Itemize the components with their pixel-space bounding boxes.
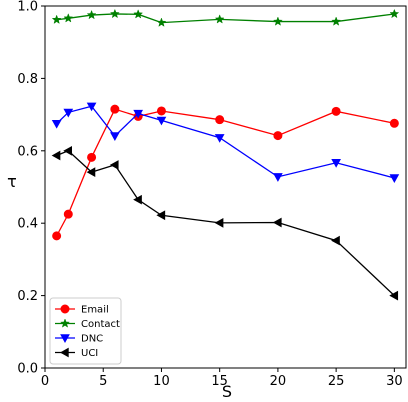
- series-dnc: [51, 102, 400, 183]
- legend-marker-dnc: [60, 334, 70, 344]
- data-point-uci: [389, 290, 399, 301]
- legend-marker-uci: [59, 347, 69, 358]
- data-point-email: [273, 131, 283, 141]
- x-tick-label: 30: [386, 374, 403, 389]
- data-point-uci: [272, 217, 282, 228]
- data-point-uci: [109, 160, 119, 170]
- data-point-dnc: [389, 174, 400, 183]
- series-line-contact: [56, 13, 395, 24]
- data-point-dnc: [214, 134, 225, 143]
- data-point-uci: [156, 210, 166, 221]
- legend-item-dnc: DNC: [55, 334, 103, 345]
- data-point-email: [52, 231, 62, 241]
- legend-item-uci: UCI: [55, 347, 98, 359]
- x-tick-label: 20: [270, 374, 287, 389]
- data-point-dnc: [133, 109, 144, 119]
- legend-label-uci: UCI: [81, 348, 98, 359]
- data-point-contact: [109, 8, 120, 19]
- data-point-dnc: [331, 159, 341, 168]
- x-tick-label: 15: [211, 374, 228, 389]
- x-axis-label: S: [222, 382, 232, 401]
- y-tick-label: 0.2: [17, 289, 38, 304]
- data-point-dnc: [51, 119, 62, 129]
- legend-marker-email: [60, 304, 70, 314]
- data-point-contact: [272, 16, 283, 26]
- data-point-dnc: [156, 116, 167, 126]
- data-point-dnc: [63, 108, 74, 118]
- y-tick-label: 0.8: [17, 72, 38, 87]
- data-point-email: [87, 152, 97, 162]
- y-tick-label: 1.0: [17, 0, 38, 15]
- axes-frame: [44, 5, 407, 369]
- data-point-contact: [389, 8, 400, 19]
- data-point-dnc: [110, 132, 120, 141]
- data-point-contact: [156, 17, 167, 27]
- data-point-email: [215, 115, 225, 125]
- data-point-uci: [63, 145, 72, 156]
- legend-label-email: Email: [81, 305, 109, 316]
- data-point-dnc: [273, 173, 283, 182]
- series-layer: [51, 8, 400, 301]
- data-point-email: [331, 106, 341, 116]
- series-line-email: [56, 108, 395, 237]
- series-contact: [51, 8, 400, 27]
- data-point-uci: [214, 217, 224, 228]
- legend-item-email: Email: [55, 304, 109, 316]
- data-point-contact: [133, 9, 144, 19]
- legend-box: [49, 297, 122, 365]
- data-point-contact: [51, 14, 62, 24]
- data-point-dnc: [86, 102, 97, 112]
- data-point-uci: [51, 150, 61, 161]
- data-point-uci: [86, 167, 96, 178]
- y-tick-label: 0.0: [17, 362, 38, 377]
- series-line-uci: [56, 150, 395, 297]
- legend: Email Contact DNC UCI: [49, 297, 122, 365]
- x-tick-label: 5: [99, 374, 107, 389]
- y-axis-label: τ: [7, 172, 17, 191]
- data-point-uci: [133, 194, 142, 205]
- x-tick-label: 0: [41, 374, 49, 389]
- x-tick-label: 25: [328, 374, 345, 389]
- legend-item-contact: Contact: [55, 318, 120, 330]
- data-point-email: [156, 106, 166, 116]
- data-point-contact: [214, 14, 225, 24]
- y-tick-label: 0.4: [17, 217, 38, 232]
- y-tick-label: 0.6: [17, 144, 38, 159]
- series-email: [52, 104, 399, 241]
- legend-label-dnc: DNC: [81, 334, 103, 345]
- legend-label-contact: Contact: [81, 319, 120, 330]
- data-point-email: [389, 118, 399, 128]
- data-point-contact: [63, 13, 74, 23]
- data-point-email: [63, 209, 73, 219]
- x-tick-label: 10: [153, 374, 170, 389]
- series-line-dnc: [56, 105, 395, 179]
- data-point-uci: [331, 235, 340, 246]
- data-point-contact: [331, 16, 342, 26]
- data-point-email: [110, 104, 120, 114]
- series-uci: [51, 145, 399, 301]
- axes-layer: 0 5 10 15 20 25 30 0.0 0.2 0.4 0.6 0.8 1.0: [17, 0, 407, 389]
- legend-marker-contact: [60, 318, 70, 328]
- data-point-contact: [86, 9, 97, 20]
